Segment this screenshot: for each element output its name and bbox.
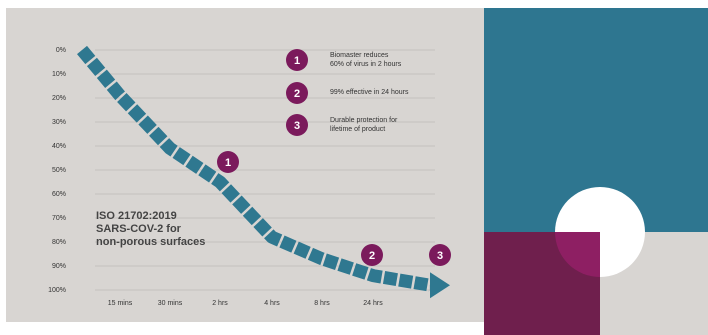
note-text: Biomaster reduces 60% of virus in 2 hour… — [330, 52, 402, 68]
line — [77, 45, 432, 292]
y-tick-label: 90% — [52, 263, 66, 270]
marker-circle — [361, 244, 383, 266]
y-tick-label: 0% — [56, 47, 66, 54]
marker-label: 1 — [225, 157, 231, 169]
annotation: ISO 21702:2019 SARS-COV-2 for non-porous… — [96, 210, 206, 248]
y-tick-label: 10% — [52, 71, 66, 78]
marker-circle — [217, 151, 239, 173]
y-tick-label: 30% — [52, 119, 66, 126]
y-tick-label: 20% — [52, 95, 66, 102]
y-tick-label: 50% — [52, 167, 66, 174]
note-circle — [286, 82, 308, 104]
note-text: 99% effective in 24 hours — [330, 89, 409, 96]
y-tick-label: 80% — [52, 239, 66, 246]
note-label: 1 — [294, 55, 300, 67]
note-text: Durable protection for lifetime of produ… — [330, 117, 398, 133]
arrow-head — [430, 272, 450, 299]
marker-circle — [429, 244, 451, 266]
magenta-circle — [555, 232, 600, 277]
x-tick-label: 4 hrs — [264, 300, 280, 307]
x-tick-label: 30 mins — [158, 300, 183, 307]
marker-label: 2 — [369, 250, 375, 262]
x-tick-label: 24 hrs — [363, 300, 383, 307]
note-circle — [286, 114, 308, 136]
plot: 0% 10% 20% 30% 40% 50% 60% 70% 80% 90% 100% 15 mins… — [48, 45, 451, 307]
note-circle — [286, 49, 308, 71]
y-tick-label: 40% — [52, 143, 66, 150]
x-tick-label: 2 hrs — [212, 300, 228, 307]
y-tick-label: 100% — [48, 287, 66, 294]
note-label: 3 — [294, 120, 300, 132]
marker-label: 3 — [437, 250, 443, 262]
panel — [6, 8, 484, 322]
x-tick-label: 8 hrs — [314, 300, 330, 307]
x-tick-label: 15 mins — [108, 300, 133, 307]
note-label: 2 — [294, 88, 300, 100]
y-tick-label: 70% — [52, 215, 66, 222]
y-tick-label: 60% — [52, 191, 66, 198]
